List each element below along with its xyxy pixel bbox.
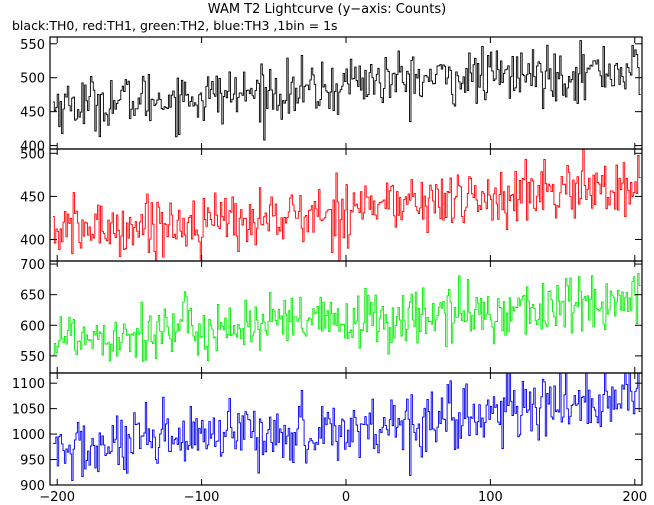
y-tick-label: 1050	[12, 403, 45, 418]
y-tick-label: 450	[20, 190, 45, 205]
y-tick-label: 900	[20, 479, 45, 494]
y-tick-label: 1000	[12, 428, 45, 443]
x-axis: −200 −100 0 100 200	[39, 490, 647, 505]
y-tick-label: 950	[20, 454, 45, 469]
y-tick-label: 500	[20, 72, 45, 87]
y-tick-label: 500	[20, 147, 45, 162]
series-line-2	[52, 273, 641, 362]
series-line-1	[52, 149, 641, 261]
y-tick-label: 650	[20, 289, 45, 304]
panel-frame-3	[49, 372, 643, 486]
x-tick-label: 0	[342, 490, 350, 505]
y-tick-label: 700	[20, 258, 45, 273]
series-line-3	[52, 373, 641, 482]
panels-layer: 400 450 500 550 400 450 500 550 600 650 700 900 950 1…	[12, 36, 643, 494]
y-tick-label: 450	[20, 106, 45, 121]
series-line-0	[52, 40, 641, 141]
chart-subtitle: black:TH0, red:TH1, green:TH2, blue:TH3 …	[12, 18, 338, 33]
y-tick-label: 600	[20, 319, 45, 334]
x-tick-label: 200	[622, 490, 647, 505]
y-tick-label: 550	[20, 38, 45, 53]
x-tick-label: −100	[184, 490, 220, 505]
y-tick-label: 400	[20, 233, 45, 248]
panel-frame-0	[49, 36, 643, 150]
chart-title: WAM T2 Lightcurve (y−axis: Counts)	[208, 2, 446, 17]
y-tick-label: 1100	[12, 377, 45, 392]
panel-3: 900 950 1000 1050 1100	[12, 372, 643, 494]
y-tick-label: 400	[20, 140, 45, 155]
panel-2: 550 600 650 700	[20, 258, 643, 374]
x-tick-label: 100	[478, 490, 503, 505]
x-tick-label: −200	[39, 490, 75, 505]
panel-0: 400 450 500 550	[20, 36, 643, 155]
y-tick-label: 550	[20, 350, 45, 365]
panel-1: 400 450 500	[20, 147, 643, 262]
